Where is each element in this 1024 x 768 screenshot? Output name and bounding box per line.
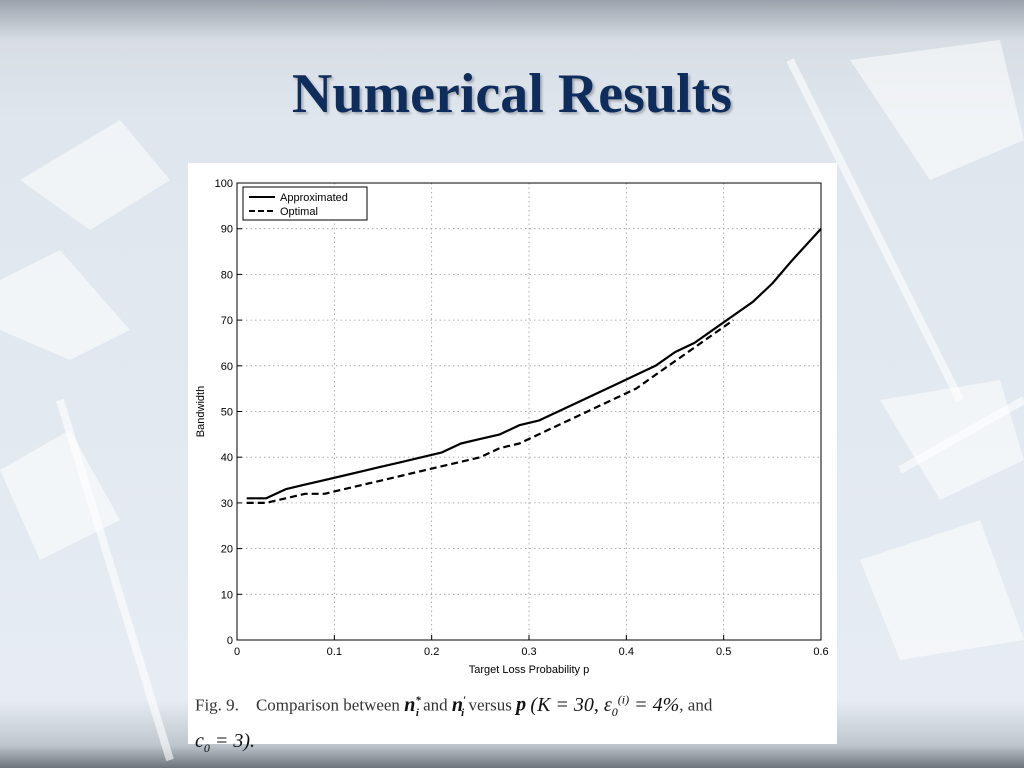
- series-line-approximated: [246, 227, 822, 500]
- caption-params2: = 4%: [629, 693, 680, 716]
- y-axis-label: Bandwidth: [195, 386, 207, 437]
- y-tick-label: 80: [221, 269, 233, 281]
- legend-box: [242, 186, 368, 221]
- caption-text: Comparison between: [255, 695, 400, 715]
- caption-versus: versus: [468, 695, 512, 715]
- y-tick-label: 40: [221, 452, 233, 464]
- caption-params: (K = 30, ε: [530, 693, 612, 716]
- x-axis-label: Target Loss Probability p: [469, 664, 589, 676]
- caption-var-n-star-sub: i: [415, 706, 419, 719]
- caption-var-n-prime-sub: i: [461, 706, 465, 719]
- y-tick-label: 30: [221, 498, 233, 510]
- caption-c-eq: = 3).: [209, 729, 256, 752]
- caption-var-c: c: [195, 729, 204, 752]
- x-tick-label: 0.1: [327, 646, 342, 658]
- y-tick-label: 100: [215, 178, 233, 190]
- y-tick-label: 50: [221, 407, 233, 419]
- y-tick-label: 10: [221, 589, 233, 601]
- y-tick-label: 60: [221, 361, 233, 373]
- x-tick-label: 0.6: [813, 646, 828, 658]
- y-tick-label: 20: [221, 544, 233, 556]
- caption-eps-sup: (i): [617, 692, 630, 706]
- figure-panel: 0 0.1 0.2 0.3 0.4 0.5 0.6 0 10 20 30 40 50 60 70 80 90 10…: [188, 163, 837, 755]
- y-tick-label: 90: [221, 224, 233, 236]
- x-tick-label: 0.5: [716, 646, 731, 658]
- x-tick-label: 0.2: [424, 646, 439, 658]
- caption-var-n-prime: n: [451, 693, 464, 716]
- x-tick-label: 0.3: [521, 646, 536, 658]
- caption-var-p: p: [516, 693, 527, 716]
- x-tick-label: 0: [234, 646, 240, 658]
- caption-fig-label: Fig. 9.: [195, 695, 239, 715]
- y-tick-label: 70: [221, 315, 233, 327]
- caption-eps-sub: 0: [611, 704, 618, 719]
- x-tick-label: 0.4: [619, 646, 634, 658]
- caption-var-n-star-sup: *: [415, 694, 421, 706]
- caption-and2: , and: [679, 695, 713, 715]
- bandwidth-line-chart: 0 0.1 0.2 0.3 0.4 0.5 0.6 0 10 20 30 40 50 60 70 80 90 10…: [195, 178, 829, 676]
- figure-caption: Fig. 9. Comparison between n*i and n′i v…: [195, 685, 835, 762]
- caption-var-n-prime-sup: ′: [463, 694, 467, 706]
- slide-title: Numerical Results: [291, 63, 733, 125]
- caption-var-n-star: n: [404, 693, 416, 716]
- y-tick-label: 0: [227, 635, 233, 647]
- caption-and: and: [423, 695, 448, 715]
- series-line-optimal: [246, 319, 735, 504]
- legend-label-approximated: Approximated: [280, 192, 348, 204]
- caption-c-sub: 0: [203, 740, 210, 755]
- legend-label-optimal: Optimal: [280, 206, 318, 218]
